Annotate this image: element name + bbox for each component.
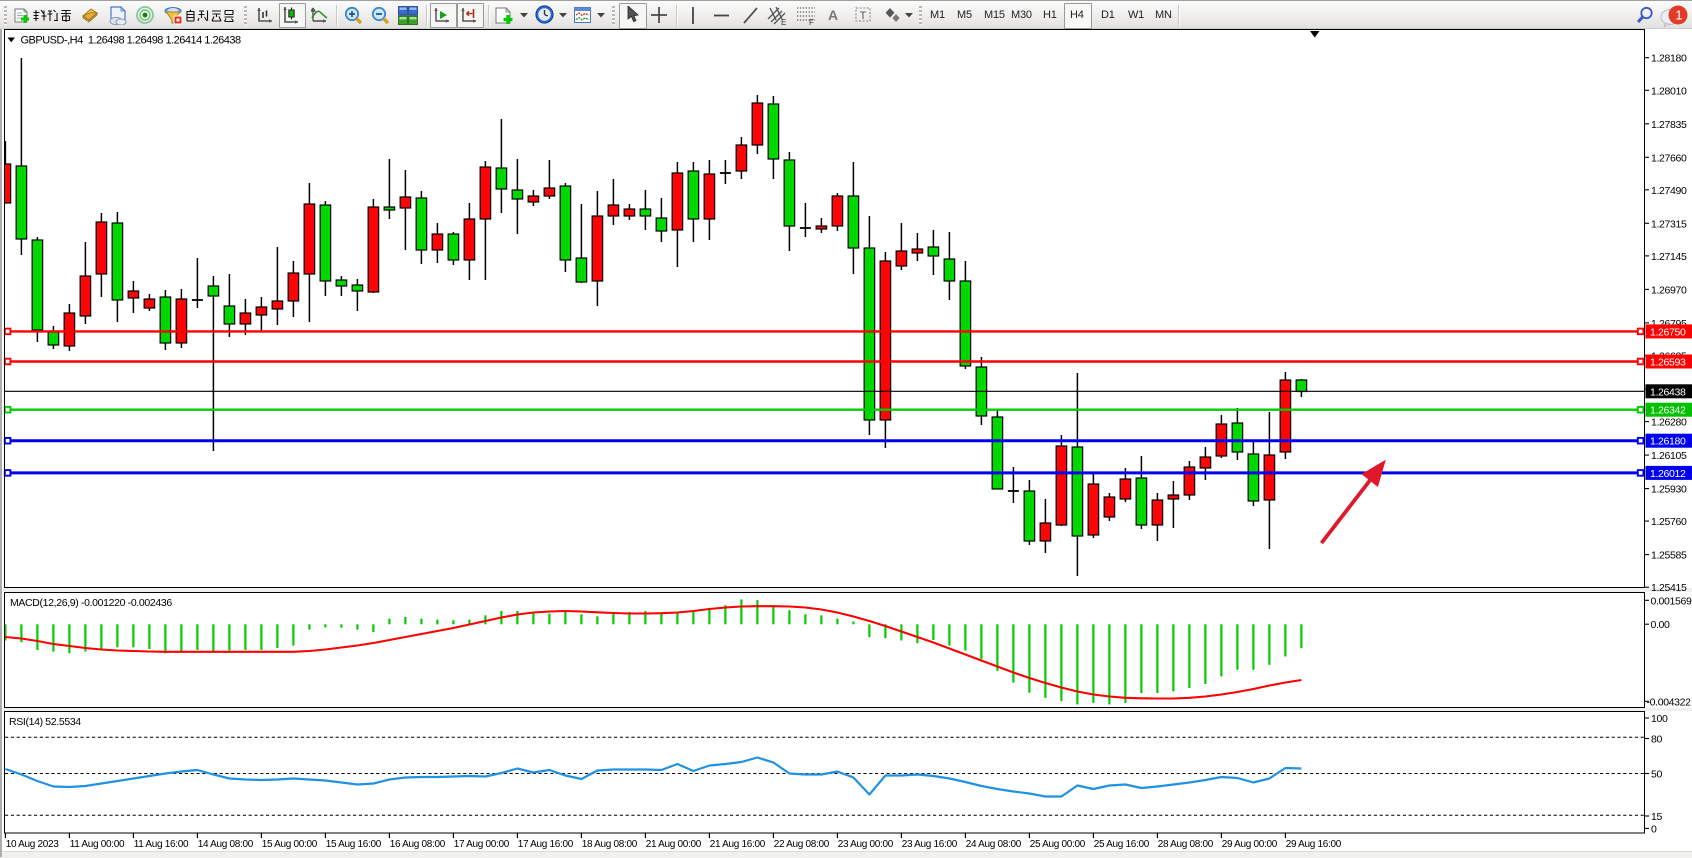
svg-text:1.26438: 1.26438 <box>1650 386 1686 398</box>
svg-text:100: 100 <box>1651 713 1668 725</box>
svg-text:1.26180: 1.26180 <box>1650 436 1686 448</box>
svg-text:16 Aug 08:00: 16 Aug 08:00 <box>390 839 446 850</box>
svg-text:29 Aug 00:00: 29 Aug 00:00 <box>1222 839 1278 850</box>
svg-text:50: 50 <box>1651 769 1662 781</box>
svg-text:1.27315: 1.27315 <box>1651 218 1687 230</box>
svg-text:80: 80 <box>1651 734 1662 746</box>
svg-text:17 Aug 16:00: 17 Aug 16:00 <box>518 839 574 850</box>
svg-text:1.27835: 1.27835 <box>1651 119 1687 131</box>
svg-text:14 Aug 08:00: 14 Aug 08:00 <box>198 839 254 850</box>
svg-text:GBPUSD-,H4 1.26498 1.26498 1.: GBPUSD-,H4 1.26498 1.26498 1.26414 1.264… <box>21 35 241 47</box>
svg-text:25 Aug 16:00: 25 Aug 16:00 <box>1094 839 1150 850</box>
svg-text:21 Aug 16:00: 21 Aug 16:00 <box>710 839 766 850</box>
svg-text:0.001569: 0.001569 <box>1651 595 1692 607</box>
svg-text:1.26593: 1.26593 <box>1650 357 1686 369</box>
svg-text:1.26750: 1.26750 <box>1650 326 1686 338</box>
svg-text:0: 0 <box>1651 823 1657 835</box>
svg-text:1.26970: 1.26970 <box>1651 284 1687 296</box>
svg-text:23 Aug 00:00: 23 Aug 00:00 <box>838 839 894 850</box>
svg-text:1: 1 <box>1675 8 1682 23</box>
svg-text:17 Aug 00:00: 17 Aug 00:00 <box>454 839 510 850</box>
svg-text:21 Aug 00:00: 21 Aug 00:00 <box>646 839 702 850</box>
svg-text:11 Aug 00:00: 11 Aug 00:00 <box>70 839 125 850</box>
svg-text:F: F <box>809 18 814 26</box>
svg-text:1.26012: 1.26012 <box>1650 468 1686 480</box>
svg-text:1.27660: 1.27660 <box>1651 152 1687 164</box>
svg-text:E: E <box>781 18 786 26</box>
svg-text:1.28180: 1.28180 <box>1651 53 1687 65</box>
svg-text:T: T <box>860 10 867 22</box>
svg-text:1.25760: 1.25760 <box>1651 516 1687 528</box>
svg-text:1.27490: 1.27490 <box>1651 185 1687 197</box>
svg-text:10 Aug 2023: 10 Aug 2023 <box>6 839 60 850</box>
svg-text:0.00: 0.00 <box>1651 619 1671 631</box>
svg-text:11 Aug 16:00: 11 Aug 16:00 <box>134 839 189 850</box>
svg-text:-0.004322: -0.004322 <box>1647 696 1692 708</box>
svg-text:1.28010: 1.28010 <box>1651 85 1687 97</box>
svg-text:18 Aug 08:00: 18 Aug 08:00 <box>582 839 638 850</box>
svg-text:15 Aug 16:00: 15 Aug 16:00 <box>326 839 382 850</box>
svg-text:29 Aug 16:00: 29 Aug 16:00 <box>1286 839 1342 850</box>
svg-text:15: 15 <box>1651 811 1662 823</box>
svg-text:28 Aug 08:00: 28 Aug 08:00 <box>1158 839 1214 850</box>
svg-text:24 Aug 08:00: 24 Aug 08:00 <box>966 839 1022 850</box>
svg-text:1.25415: 1.25415 <box>1651 582 1687 594</box>
svg-text:MACD(12,26,9) -0.001220 -0.002: MACD(12,26,9) -0.001220 -0.002436 <box>10 597 172 609</box>
svg-text:1.26105: 1.26105 <box>1651 450 1687 462</box>
svg-text:23 Aug 16:00: 23 Aug 16:00 <box>902 839 958 850</box>
svg-text:1.26342: 1.26342 <box>1650 405 1686 417</box>
svg-text:1.25585: 1.25585 <box>1651 550 1687 562</box>
svg-text:1.27145: 1.27145 <box>1651 251 1687 263</box>
svg-text:1.25930: 1.25930 <box>1651 484 1687 496</box>
svg-text:22 Aug 08:00: 22 Aug 08:00 <box>774 839 830 850</box>
svg-text:RSI(14) 52.5534: RSI(14) 52.5534 <box>9 716 81 728</box>
svg-text:1.26280: 1.26280 <box>1651 417 1687 429</box>
svg-text:25 Aug 00:00: 25 Aug 00:00 <box>1030 839 1086 850</box>
svg-text:15 Aug 00:00: 15 Aug 00:00 <box>262 839 318 850</box>
